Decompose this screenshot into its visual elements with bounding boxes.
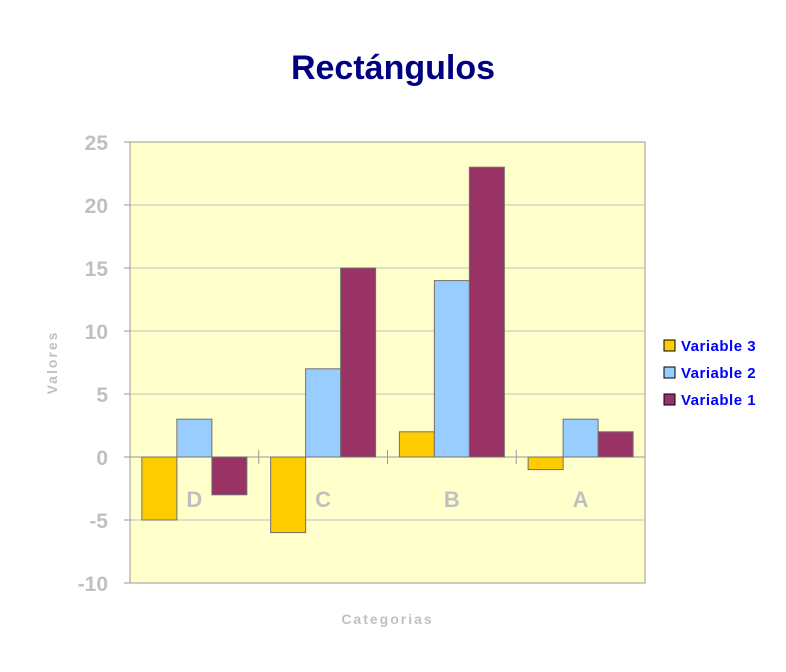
bar [597,431,634,458]
y-tick-label: 25 [85,132,109,155]
legend-entry: Variable 1 [681,392,756,409]
y-tick-label: -5 [89,510,108,533]
bar [270,456,307,534]
y-tick-label: 20 [85,195,108,218]
bar [211,456,248,496]
legend-swatch [663,393,676,406]
chart-title: Rectángulos [291,49,495,87]
y-tick-label: 5 [96,384,108,407]
y-axis: 25 20 15 10 5 0 -5 -10 [78,132,131,596]
y-tick-label: 0 [96,447,108,470]
bar [433,280,470,458]
bar [527,456,564,471]
category-label: B [444,487,460,512]
bar [305,368,342,458]
bar [468,166,505,458]
y-tick-label: 15 [85,258,109,281]
legend: Variable 3 Variable 2 Variable 1 [663,338,756,409]
bar [340,267,377,458]
legend-entry: Variable 3 [681,338,756,355]
bar [176,418,213,458]
legend-entry: Variable 2 [681,365,756,382]
gridlines [130,204,645,521]
bar [398,431,435,458]
y-tick-label: 10 [85,321,108,344]
plot-area [129,141,646,584]
category-label: A [573,487,589,512]
category-label: D [186,487,202,512]
y-tick-label: -10 [78,573,108,596]
category-label: C [315,487,331,512]
legend-swatch [663,339,676,352]
y-axis-label: Valores [44,331,60,395]
bar [141,456,178,521]
x-axis-label: Categorias [341,611,433,627]
legend-swatch [663,366,676,379]
bar [562,418,599,458]
bars [141,166,634,534]
